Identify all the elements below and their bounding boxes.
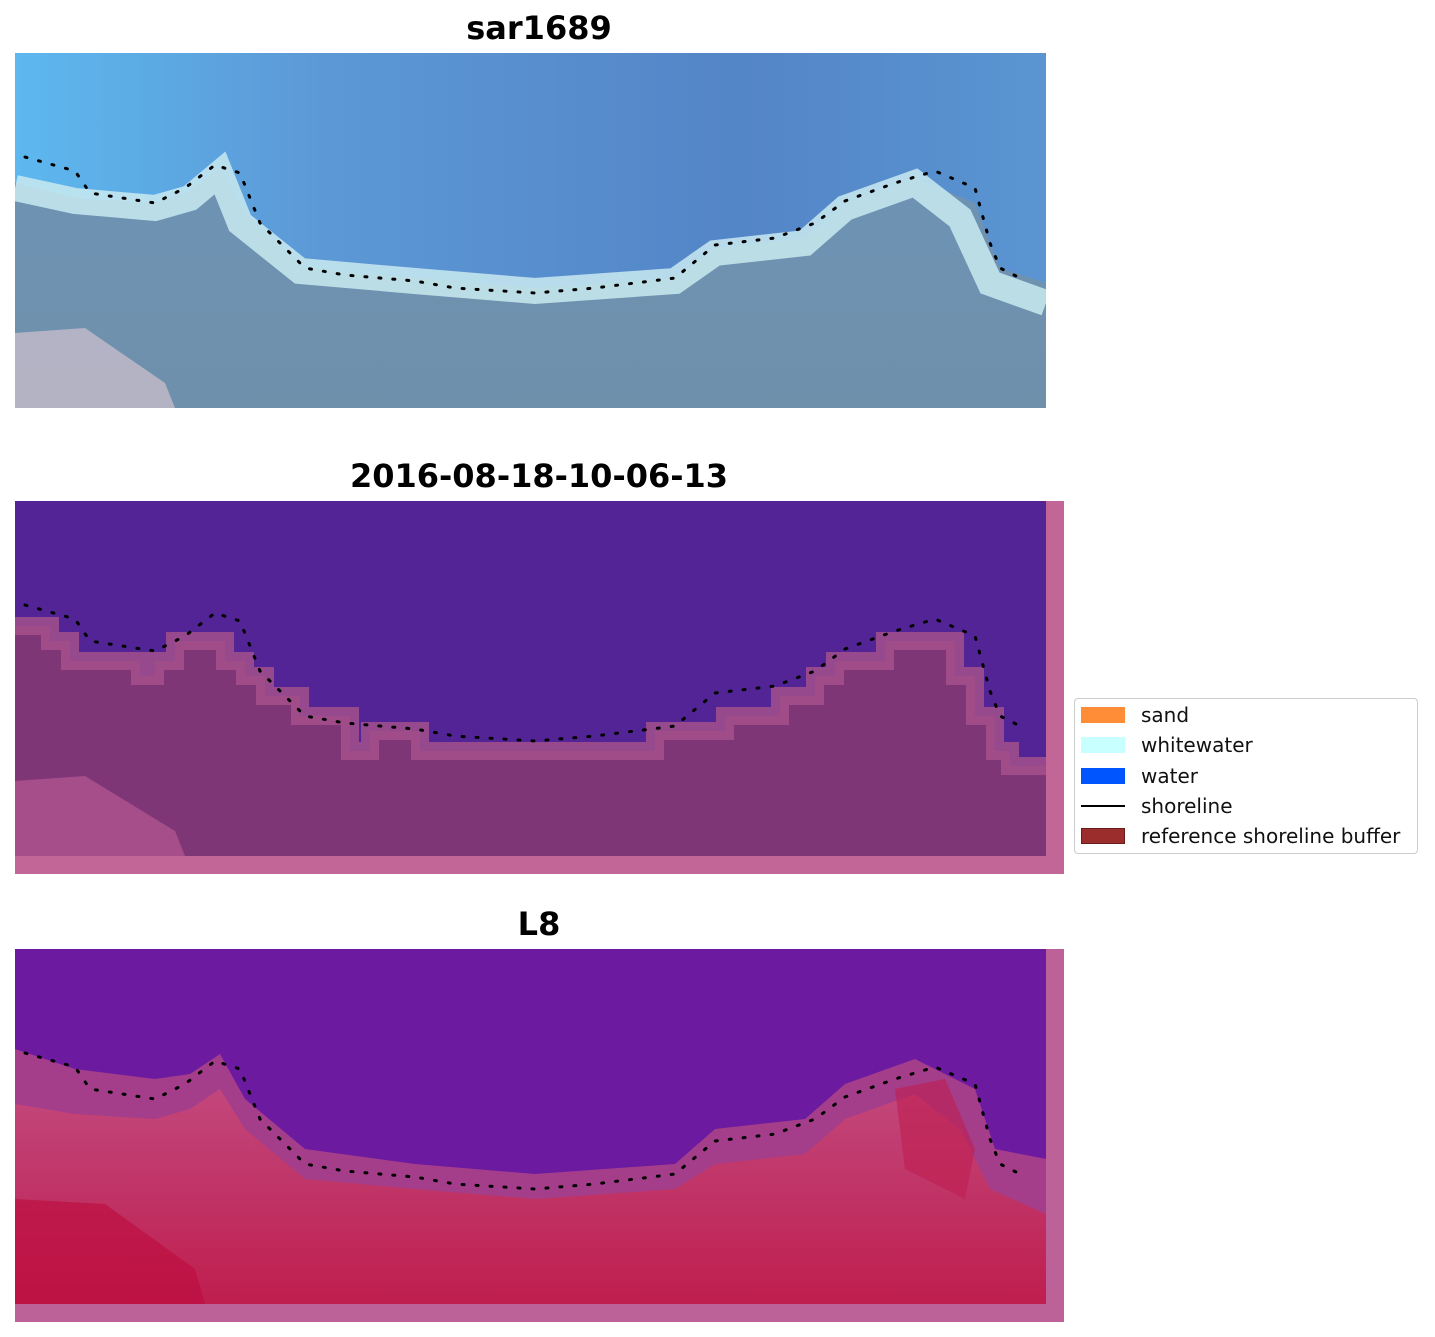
legend-item-sand: sand: [1081, 703, 1190, 727]
sand-swatch: [1081, 707, 1125, 723]
surf-zone: [15, 151, 1046, 316]
rgb-image-panel: [15, 53, 1046, 408]
panel-title-rgb: sar1689: [466, 9, 612, 47]
classification-panel: [15, 501, 1064, 874]
water-swatch: [1081, 768, 1125, 784]
shoreline: [23, 155, 1022, 295]
land-class-region: [15, 626, 1046, 856]
panel-title-l8: L8: [517, 905, 561, 943]
l8-image: [15, 949, 1064, 1322]
shoreline: [23, 1051, 1022, 1191]
buffer-patch: [15, 776, 185, 856]
legend-item-whitewater: whitewater: [1081, 733, 1253, 757]
legend-label: water: [1141, 764, 1198, 788]
high-index-patch: [895, 1079, 975, 1199]
legend-label: whitewater: [1141, 733, 1253, 757]
legend-item-shoreline: shoreline: [1081, 794, 1233, 818]
classification-image: [15, 501, 1064, 874]
legend-label: reference shoreline buffer: [1141, 824, 1401, 848]
legend-label: sand: [1141, 703, 1190, 727]
rgb-image: [15, 53, 1046, 408]
buffer-swatch: [1081, 828, 1125, 844]
shoreline: [23, 603, 1022, 743]
legend-label: shoreline: [1141, 794, 1233, 818]
sand-patch: [15, 328, 175, 408]
land-index-region: [15, 1089, 1046, 1304]
whitewater-swatch: [1081, 737, 1125, 753]
buffer-edge: [15, 617, 1046, 775]
l8-panel: [15, 949, 1064, 1322]
legend-item-water: water: [1081, 764, 1198, 788]
shoreline-swatch: [1081, 805, 1125, 807]
high-index-patch: [15, 1199, 205, 1304]
panel-title-classification: 2016-08-18-10-06-13: [349, 457, 729, 495]
legend: sand whitewater water shoreline referenc…: [1074, 698, 1418, 854]
legend-item-buffer: reference shoreline buffer: [1081, 824, 1401, 848]
